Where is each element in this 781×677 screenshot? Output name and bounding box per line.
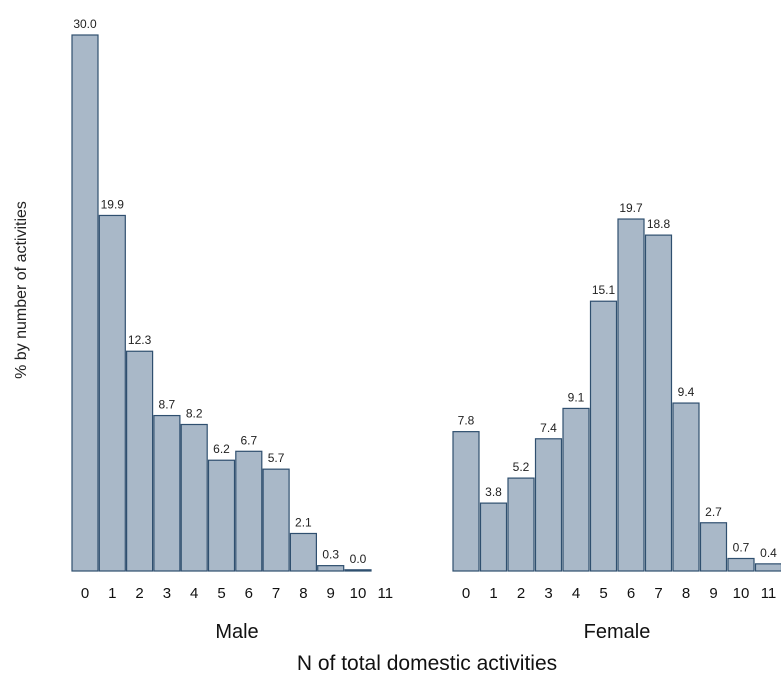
data-label-female-6: 19.7: [619, 201, 643, 215]
y-axis-label: % by number of activities: [13, 201, 30, 379]
bar-male-6: [235, 450, 263, 572]
bar-male-9: [317, 565, 345, 572]
x-tick-male-3: 3: [163, 585, 171, 602]
data-label-female-4: 9.1: [568, 390, 585, 404]
data-label-female-10: 0.7: [733, 540, 750, 554]
x-tick-female-9: 9: [709, 585, 717, 602]
data-label-female-5: 15.1: [592, 283, 616, 297]
bar-female-9: [699, 522, 728, 572]
x-tick-male-2: 2: [135, 585, 143, 602]
x-tick-female-11: 11: [761, 585, 777, 602]
x-tick-female-0: 0: [462, 585, 470, 602]
data-label-male-1: 19.9: [101, 197, 125, 211]
x-tick-female-1: 1: [489, 585, 497, 602]
bar-male-7: [262, 468, 290, 572]
panel-title-male: Male: [215, 621, 258, 643]
bar-male-2: [125, 350, 154, 572]
data-label-male-0: 30.0: [73, 17, 97, 31]
x-tick-female-2: 2: [517, 585, 525, 602]
data-label-female-11: 0.4: [760, 546, 777, 560]
data-label-female-0: 7.8: [458, 414, 475, 428]
panel-male: 30.0 0 19.9 1 12.3 2 8.7 3 8.2 4 6.2 5 6.7 6 5.7 7 2.1 8 0…: [71, 17, 394, 643]
bar-female-11: [754, 563, 781, 572]
x-tick-female-7: 7: [654, 585, 662, 602]
bar-female-3: [534, 438, 563, 572]
data-label-female-8: 9.4: [678, 385, 695, 399]
data-label-male-5: 6.2: [213, 442, 230, 456]
panel-title-female: Female: [584, 621, 651, 643]
panel-female: 7.8 0 3.8 1 5.2 2 7.4 3 9.1 4 15.1 5 19.7 6 18.8 7 9.4 8 2…: [452, 201, 781, 643]
bar-male-8: [289, 532, 317, 572]
x-tick-male-7: 7: [272, 585, 280, 602]
data-label-male-3: 8.7: [159, 398, 176, 412]
x-tick-female-6: 6: [627, 585, 635, 602]
x-tick-female-5: 5: [599, 585, 607, 602]
x-tick-female-3: 3: [544, 585, 552, 602]
data-label-female-9: 2.7: [705, 505, 722, 519]
x-tick-male-0: 0: [81, 585, 89, 602]
bar-female-8: [672, 402, 700, 572]
data-label-female-2: 5.2: [513, 460, 530, 474]
data-label-male-7: 5.7: [268, 451, 285, 465]
bar-male-4: [180, 423, 208, 572]
bar-female-0: [452, 431, 480, 572]
bar-male-10: [344, 569, 372, 572]
x-tick-female-4: 4: [572, 585, 580, 602]
bar-female-1: [479, 502, 508, 572]
x-tick-female-8: 8: [682, 585, 690, 602]
x-tick-male-5: 5: [217, 585, 225, 602]
x-tick-male-1: 1: [108, 585, 116, 602]
x-tick-female-10: 10: [733, 585, 750, 602]
x-tick-male-11: 11: [378, 585, 394, 602]
data-label-female-3: 7.4: [540, 421, 557, 435]
chart-panels: 30.0019.9112.328.738.246.256.765.772.180…: [71, 17, 781, 643]
data-label-male-6: 6.7: [240, 433, 257, 447]
data-label-male-8: 2.1: [295, 515, 312, 529]
bar-female-2: [507, 477, 535, 572]
bar-female-4: [562, 407, 590, 572]
bar-male-1: [98, 214, 126, 572]
data-label-male-10: 0.0: [350, 552, 367, 566]
x-tick-male-6: 6: [245, 585, 253, 602]
x-tick-male-4: 4: [190, 585, 198, 602]
x-tick-male-8: 8: [299, 585, 307, 602]
data-label-male-2: 12.3: [128, 333, 152, 347]
x-axis-label: N of total domestic activities: [297, 652, 557, 675]
bar-male-5: [207, 459, 236, 572]
bar-female-6: [617, 218, 645, 572]
data-label-female-1: 3.8: [485, 485, 502, 499]
bar-male-0: [71, 34, 99, 572]
data-label-male-4: 8.2: [186, 406, 203, 420]
data-label-female-7: 18.8: [647, 217, 671, 231]
bar-female-7: [644, 234, 673, 572]
bar-female-10: [727, 557, 755, 572]
x-tick-male-10: 10: [350, 585, 367, 602]
bar-male-3: [153, 414, 181, 572]
data-label-male-9: 0.3: [322, 548, 339, 562]
x-tick-male-9: 9: [327, 585, 335, 602]
bar-female-5: [589, 300, 618, 572]
